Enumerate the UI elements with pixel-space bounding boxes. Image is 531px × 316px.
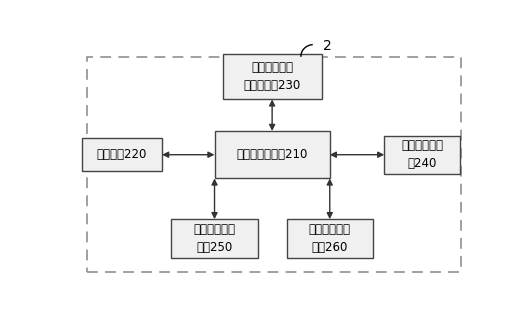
FancyBboxPatch shape — [384, 136, 460, 173]
Text: 状态监测传感
器240: 状态监测传感 器240 — [401, 139, 443, 170]
Text: 第二数据存储
单元250: 第二数据存储 单元250 — [193, 223, 236, 254]
FancyBboxPatch shape — [172, 219, 258, 258]
FancyBboxPatch shape — [287, 219, 373, 258]
FancyBboxPatch shape — [82, 138, 162, 171]
Text: 第二短距离无
线通讯单元230: 第二短距离无 线通讯单元230 — [244, 61, 301, 92]
Text: 第二电源管理
单元260: 第二电源管理 单元260 — [309, 223, 351, 254]
FancyBboxPatch shape — [215, 131, 330, 179]
FancyBboxPatch shape — [223, 54, 322, 99]
Text: 第二中央处理器210: 第二中央处理器210 — [236, 148, 308, 161]
Text: 2: 2 — [323, 40, 332, 53]
Text: 通讯单元220: 通讯单元220 — [97, 148, 147, 161]
